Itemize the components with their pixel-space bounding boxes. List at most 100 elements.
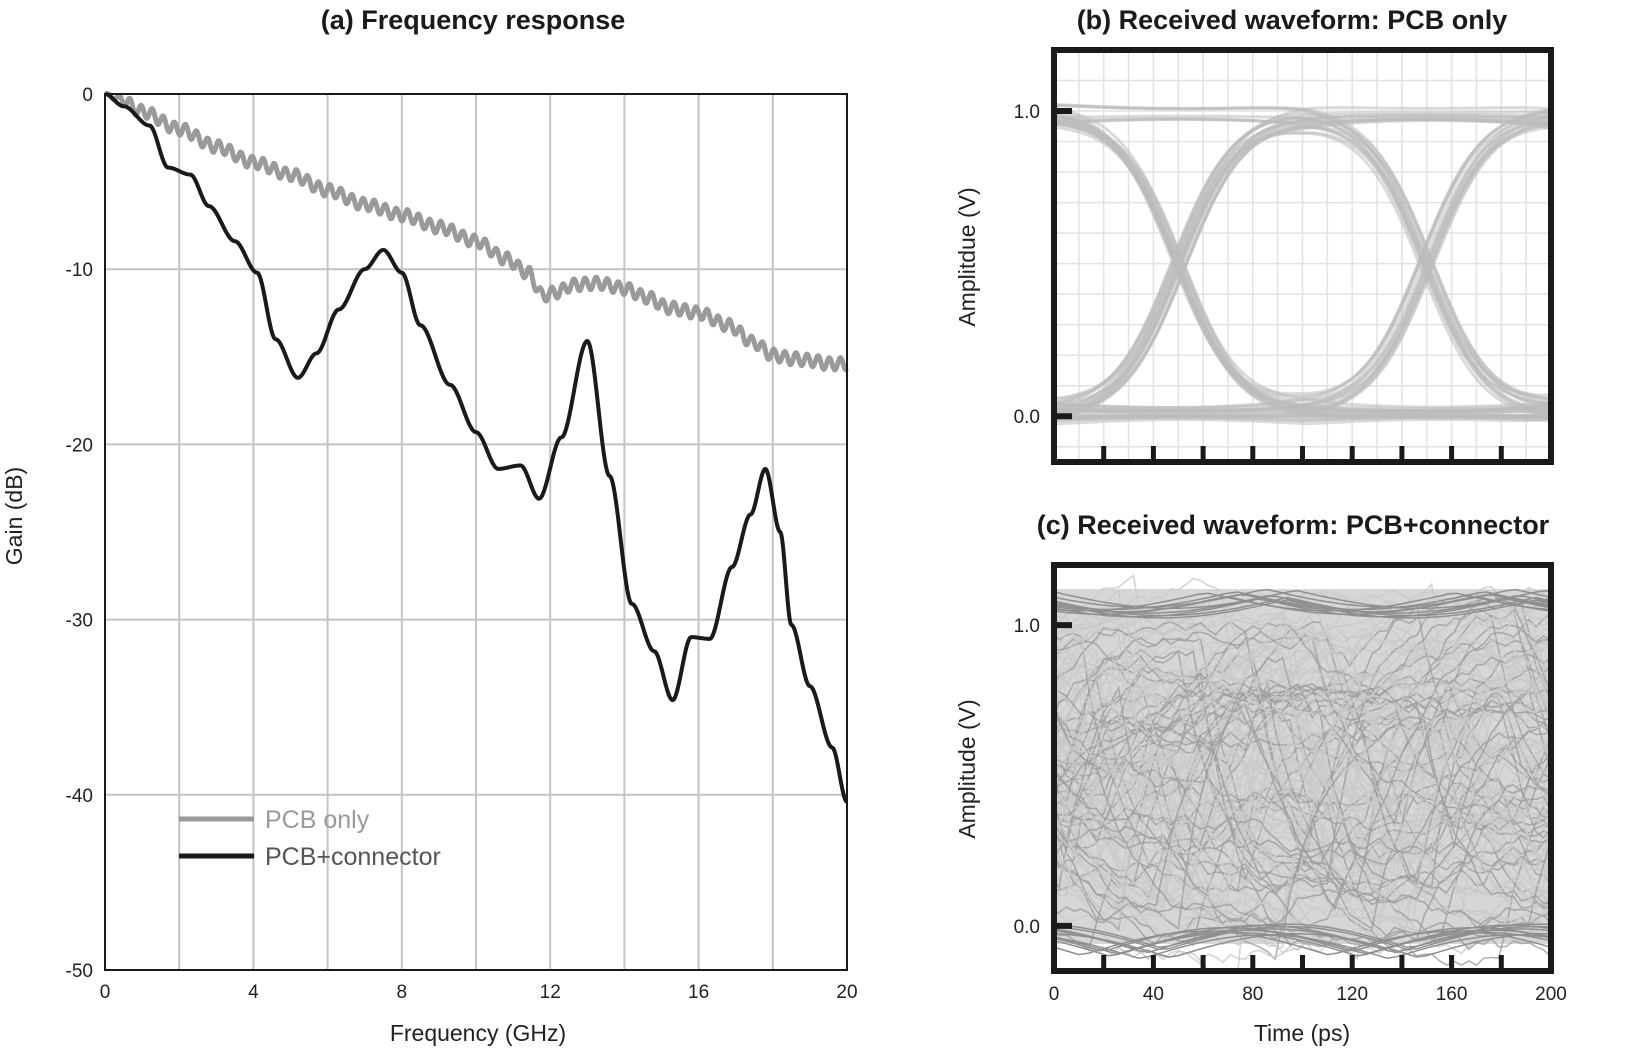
chart-c-eye-trace	[1054, 631, 1551, 944]
chart-c-eye-trace	[1054, 670, 1551, 907]
chart-c-eye-trace	[1054, 720, 1551, 883]
chart-a-xlabel: Frequency (GHz)	[390, 1020, 566, 1046]
chart-c-eye-trace	[1054, 755, 1551, 902]
chart-c-eye-trace	[1054, 610, 1551, 897]
chart-c-title: (c) Received waveform: PCB+connector	[1037, 510, 1550, 540]
chart-c-xlabel: Time (ps)	[1254, 1020, 1350, 1046]
chart-a-xtick-label: 8	[397, 982, 408, 1003]
chart-c-eye-trace	[1054, 669, 1551, 705]
legend-label-pcb-connector: PCB+connector	[265, 843, 441, 871]
series-line-pcb-only	[103, 91, 849, 373]
chart-c-eye-trace	[1054, 628, 1551, 925]
chart-b-eye-trace	[1054, 118, 1551, 420]
eye-diagram-pcb-only: (b) Received waveform: PCB only Amplitdu…	[954, 5, 1554, 465]
chart-c-envelope-top	[1054, 591, 1551, 611]
chart-c-eye-trace	[1054, 592, 1551, 930]
chart-a-gridlines	[105, 94, 847, 970]
chart-b-ytick-label: 1.0	[1014, 102, 1040, 123]
chart-a-xtick-label: 12	[540, 982, 561, 1003]
chart-c-envelope-top	[1054, 596, 1551, 617]
chart-a-tick-labels: 0 4 8 12 16 20 0 -10 -20 -30 -40 -50	[66, 85, 858, 1003]
series-line-pcb-connector	[103, 92, 849, 804]
chart-c-ytick-label: 0.0	[1014, 917, 1040, 938]
chart-c-xtick-label: 80	[1242, 984, 1263, 1005]
chart-c-eye-trace	[1054, 586, 1551, 755]
chart-a-xtick-label: 16	[688, 982, 709, 1003]
chart-b-ytick-label: 0.0	[1014, 407, 1040, 428]
chart-c-eye-trace	[1054, 631, 1551, 930]
chart-c-eye-trace	[1054, 612, 1551, 882]
chart-c-envelope-top	[1054, 592, 1551, 612]
chart-a-legend: PCB only PCB+connector	[179, 806, 441, 871]
chart-c-envelope-bottom	[1054, 926, 1551, 952]
chart-b-title: (b) Received waveform: PCB only	[1077, 5, 1508, 35]
chart-c-xtick-label: 0	[1049, 984, 1060, 1005]
chart-c-xtick-label: 40	[1143, 984, 1164, 1005]
chart-b-ylabel: Amplitdue (V)	[954, 187, 980, 326]
chart-c-eye-trace	[1054, 588, 1551, 865]
chart-c-ytick-label: 1.0	[1014, 616, 1040, 637]
chart-c-envelope-bottom	[1054, 923, 1551, 948]
chart-c-eye-trace	[1054, 687, 1551, 826]
chart-a-xtick-label: 4	[248, 982, 259, 1003]
chart-c-eye-trace	[1054, 716, 1551, 940]
chart-c-envelope-bottom	[1054, 924, 1551, 950]
chart-c-eye-trace	[1054, 723, 1551, 882]
chart-c-eye-trace	[1054, 604, 1551, 896]
chart-b-eye-trace	[1054, 103, 1551, 401]
chart-c-envelope-bottom	[1054, 929, 1551, 955]
chart-a-xtick-label: 0	[100, 982, 111, 1003]
chart-c-eye-trace	[1054, 721, 1551, 917]
chart-a-plot-frame	[104, 93, 848, 971]
chart-c-envelope-top	[1054, 599, 1551, 619]
chart-c-eye-trace	[1054, 605, 1551, 898]
chart-c-eye-trace	[1054, 620, 1551, 830]
legend-label-pcb-only: PCB only	[265, 806, 370, 834]
chart-c-eye-trace	[1054, 615, 1551, 874]
chart-c-xtick-label: 120	[1336, 984, 1368, 1005]
chart-c-eye-trace	[1054, 700, 1551, 905]
chart-c-envelope-bottom	[1054, 930, 1551, 956]
chart-b-plot-frame	[1051, 47, 1554, 465]
chart-b-eye-traces	[1054, 103, 1551, 426]
chart-a-ytick-label: -40	[66, 786, 93, 807]
chart-a-series	[103, 91, 849, 804]
chart-a-title: (a) Frequency response	[321, 5, 626, 35]
chart-c-eye-trace	[1054, 640, 1551, 939]
chart-c-eye-trace	[1054, 604, 1551, 875]
chart-c-eye-trace	[1054, 612, 1551, 903]
chart-a-ytick-label: -20	[66, 435, 93, 456]
chart-c-eye-trace	[1054, 717, 1551, 831]
chart-b-eye-trace	[1054, 413, 1551, 419]
chart-b-eye-trace	[1054, 115, 1551, 417]
chart-c-envelope-bottom	[1054, 925, 1551, 950]
chart-c-xtick-label: 160	[1436, 984, 1468, 1005]
chart-b-eye-trace	[1054, 116, 1551, 406]
eye-diagram-pcb-connector: (c) Received waveform: PCB+connector Amp…	[954, 510, 1567, 1046]
chart-b-eye-trace	[1054, 402, 1551, 412]
chart-b-eye-trace	[1054, 107, 1551, 396]
chart-c-envelope-top	[1054, 595, 1551, 614]
chart-c-plot-frame	[1051, 562, 1554, 974]
chart-a-xtick-label: 20	[836, 982, 857, 1003]
chart-a-ytick-label: -10	[66, 260, 93, 281]
chart-a-ytick-label: 0	[82, 85, 93, 106]
chart-c-xtick-label: 200	[1535, 984, 1567, 1005]
chart-a-ytick-label: -30	[66, 611, 93, 632]
chart-c-eye-trace	[1054, 674, 1551, 905]
chart-c-eye-trace	[1054, 630, 1551, 813]
chart-c-eye-trace	[1054, 685, 1551, 895]
chart-c-envelope-top	[1054, 598, 1551, 618]
chart-c-eye-trace	[1054, 695, 1551, 827]
chart-c-eye-trace	[1054, 696, 1551, 911]
chart-c-eye-trace	[1054, 611, 1551, 906]
chart-c-eye-trace	[1054, 732, 1551, 854]
chart-a-ylabel: Gain (dB)	[1, 467, 27, 565]
chart-a-ytick-label: -50	[66, 961, 93, 982]
chart-c-eye-trace	[1054, 684, 1551, 835]
chart-c-envelope-top	[1054, 595, 1551, 616]
chart-b-eye-trace	[1054, 414, 1551, 423]
frequency-response-chart: (a) Frequency response Frequency (GHz) G…	[1, 5, 858, 1046]
chart-b-eye-trace	[1054, 106, 1551, 409]
